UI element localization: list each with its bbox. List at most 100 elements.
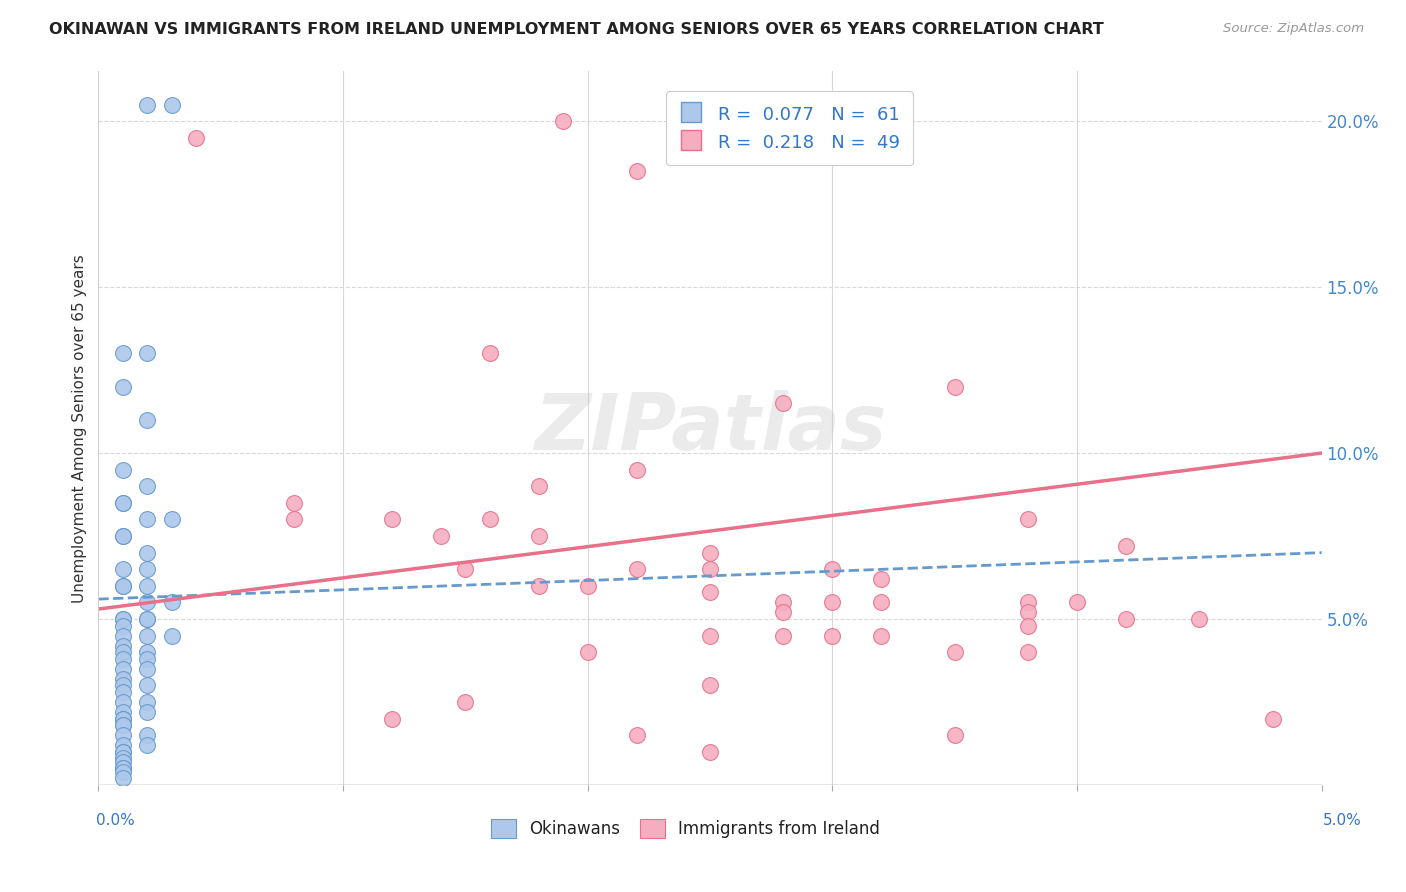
Point xyxy=(160,512,183,526)
Point xyxy=(136,595,159,609)
Point xyxy=(699,678,721,692)
Point xyxy=(111,629,134,643)
Point xyxy=(136,562,159,576)
Point xyxy=(1017,595,1039,609)
Point xyxy=(943,379,966,393)
Point xyxy=(1017,512,1039,526)
Point xyxy=(136,346,159,360)
Point xyxy=(626,562,648,576)
Point xyxy=(111,738,134,752)
Point xyxy=(111,705,134,719)
Point xyxy=(111,685,134,699)
Point xyxy=(136,652,159,666)
Point xyxy=(111,718,134,732)
Point xyxy=(111,645,134,659)
Point xyxy=(1188,612,1211,626)
Point xyxy=(186,130,208,145)
Text: OKINAWAN VS IMMIGRANTS FROM IRELAND UNEMPLOYMENT AMONG SENIORS OVER 65 YEARS COR: OKINAWAN VS IMMIGRANTS FROM IRELAND UNEM… xyxy=(49,22,1104,37)
Point xyxy=(772,396,794,410)
Point xyxy=(136,695,159,709)
Point xyxy=(527,529,550,543)
Point xyxy=(111,496,134,510)
Point xyxy=(111,761,134,775)
Point xyxy=(111,695,134,709)
Point xyxy=(111,772,134,786)
Point xyxy=(1017,606,1039,620)
Point xyxy=(111,612,134,626)
Point xyxy=(478,346,501,360)
Point xyxy=(699,745,721,759)
Point xyxy=(1017,645,1039,659)
Point xyxy=(136,728,159,742)
Point xyxy=(381,712,404,726)
Point xyxy=(772,595,794,609)
Text: 0.0%: 0.0% xyxy=(96,814,135,828)
Point xyxy=(136,512,159,526)
Point xyxy=(699,562,721,576)
Point xyxy=(111,755,134,769)
Point xyxy=(430,529,453,543)
Point xyxy=(1115,539,1137,553)
Point xyxy=(870,595,893,609)
Point xyxy=(527,579,550,593)
Point xyxy=(527,479,550,493)
Point xyxy=(160,97,183,112)
Point xyxy=(136,705,159,719)
Point xyxy=(111,562,134,576)
Point xyxy=(111,718,134,732)
Point xyxy=(699,546,721,560)
Point xyxy=(111,529,134,543)
Point xyxy=(111,764,134,779)
Point xyxy=(111,678,134,692)
Point xyxy=(626,463,648,477)
Point xyxy=(160,629,183,643)
Point xyxy=(381,512,404,526)
Point xyxy=(136,612,159,626)
Point xyxy=(870,629,893,643)
Text: Source: ZipAtlas.com: Source: ZipAtlas.com xyxy=(1223,22,1364,36)
Point xyxy=(136,662,159,676)
Point xyxy=(454,562,477,576)
Point xyxy=(111,346,134,360)
Point xyxy=(111,712,134,726)
Point xyxy=(699,585,721,599)
Point xyxy=(111,761,134,775)
Point xyxy=(136,629,159,643)
Point xyxy=(136,645,159,659)
Point xyxy=(576,579,599,593)
Point xyxy=(943,728,966,742)
Point xyxy=(821,562,844,576)
Point xyxy=(136,579,159,593)
Point xyxy=(626,164,648,178)
Point xyxy=(553,114,575,128)
Point xyxy=(111,728,134,742)
Point xyxy=(136,678,159,692)
Point xyxy=(1066,595,1088,609)
Point xyxy=(772,629,794,643)
Point xyxy=(136,479,159,493)
Point xyxy=(699,629,721,643)
Point xyxy=(111,379,134,393)
Point xyxy=(136,97,159,112)
Legend: Okinawans, Immigrants from Ireland: Okinawans, Immigrants from Ireland xyxy=(484,812,887,845)
Point xyxy=(111,618,134,632)
Point xyxy=(111,639,134,653)
Point xyxy=(111,579,134,593)
Text: ZIPatlas: ZIPatlas xyxy=(534,390,886,467)
Point xyxy=(111,463,134,477)
Point xyxy=(821,595,844,609)
Point xyxy=(136,546,159,560)
Point xyxy=(111,672,134,686)
Point xyxy=(136,612,159,626)
Y-axis label: Unemployment Among Seniors over 65 years: Unemployment Among Seniors over 65 years xyxy=(72,254,87,602)
Point xyxy=(111,662,134,676)
Point xyxy=(111,496,134,510)
Point xyxy=(454,695,477,709)
Point xyxy=(111,745,134,759)
Point xyxy=(160,595,183,609)
Point xyxy=(1017,618,1039,632)
Point xyxy=(136,738,159,752)
Point xyxy=(283,512,305,526)
Point xyxy=(111,612,134,626)
Point xyxy=(943,645,966,659)
